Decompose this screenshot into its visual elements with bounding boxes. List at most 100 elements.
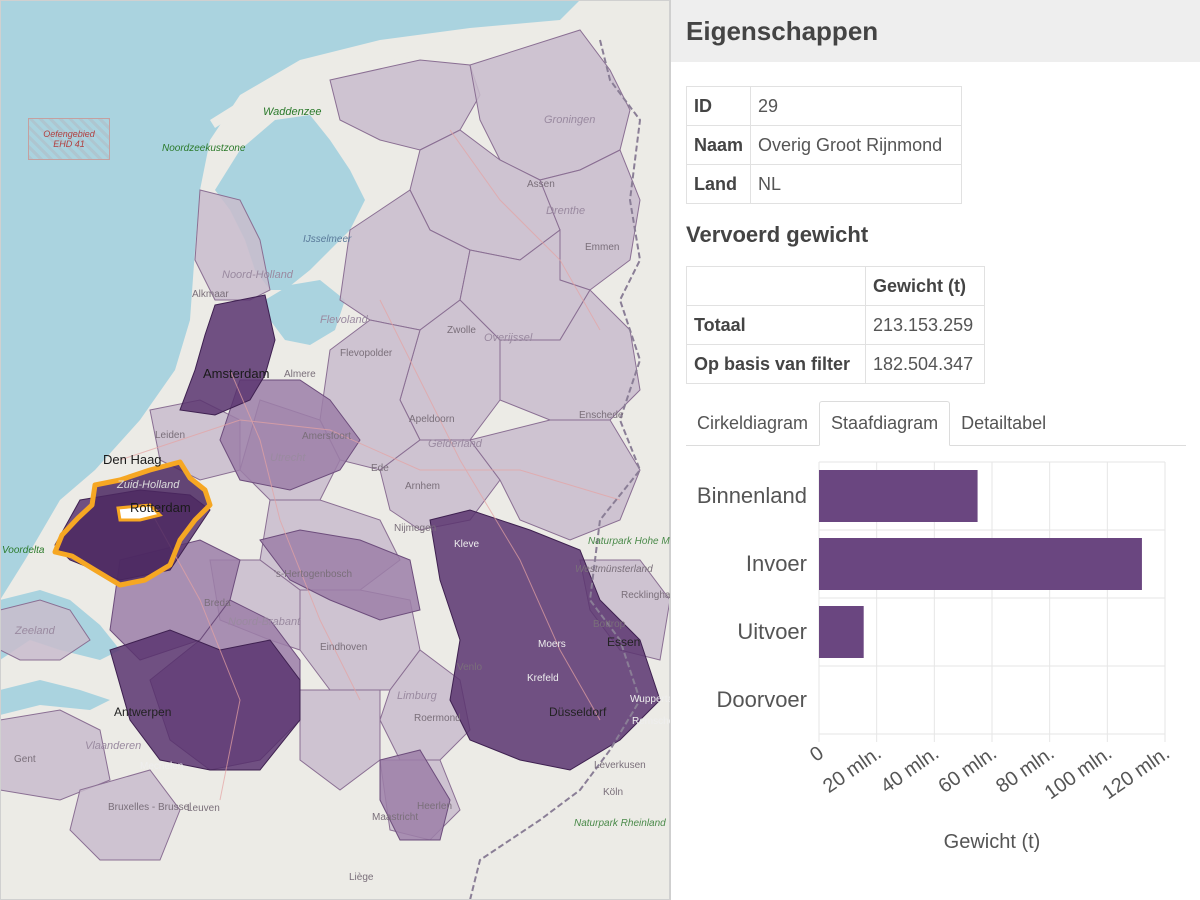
road xyxy=(379,299,601,721)
region xyxy=(379,439,501,531)
region-antwerpen xyxy=(109,629,301,771)
region xyxy=(299,689,381,791)
x-tick-label: 60 mln. xyxy=(935,742,1001,798)
chart-tabs: Cirkeldiagram Staafdiagram Detailtabel xyxy=(686,401,1186,446)
label-rotterdam: Rotterdam xyxy=(130,500,191,515)
weight-label: Op basis van filter xyxy=(686,344,866,384)
label-leiden: Leiden xyxy=(155,430,186,441)
label-voordelta: Voordelta xyxy=(2,545,45,556)
region xyxy=(219,379,361,491)
table-header-empty xyxy=(686,266,866,306)
label-breda: Breda xyxy=(204,598,231,609)
x-tick-label: 40 mln. xyxy=(877,742,943,798)
weight-value: 213.153.259 xyxy=(865,305,985,345)
bar xyxy=(819,538,1142,590)
region xyxy=(194,189,271,301)
label-noord-brabant: Noord-Brabant xyxy=(228,616,301,628)
exercise-area-label: Oefengebied EHD 41 xyxy=(28,118,110,160)
property-value: 29 xyxy=(750,86,963,126)
label-apeldoorn: Apeldoorn xyxy=(409,414,455,425)
road xyxy=(119,419,621,501)
label-brussel: Bruxelles - Brussel xyxy=(108,802,192,813)
label-alkmaar: Alkmaar xyxy=(192,289,229,300)
label-nijmegen: Nijmegen xyxy=(394,523,437,534)
tab-detailtabel[interactable]: Detailtabel xyxy=(961,412,1047,433)
bar xyxy=(819,470,978,522)
label-eindhoven: Eindhoven xyxy=(320,642,368,653)
table-row: ID 29 xyxy=(685,86,963,126)
table-header: Gewicht (t) xyxy=(865,266,985,306)
label-waddenzee: Waddenzee xyxy=(263,106,322,118)
label-krefeld: Krefeld xyxy=(527,673,559,684)
tab-staafdiagram[interactable]: Staafdiagram xyxy=(819,401,951,446)
label-limburg: Limburg xyxy=(397,690,437,702)
label-noord-holland: Noord-Holland xyxy=(222,269,293,281)
label-venlo: Venlo xyxy=(457,662,483,673)
panel-header: Eigenschappen xyxy=(671,0,1200,62)
property-value: NL xyxy=(750,164,963,204)
label-leuven: Leuven xyxy=(187,803,220,814)
label-leverkusen: Leverkusen xyxy=(594,760,646,771)
label-zuid-holland: Zuid-Holland xyxy=(117,479,180,491)
label-overijssel: Overijssel xyxy=(484,332,533,344)
label-assen: Assen xyxy=(527,179,555,190)
chart-category-labels: Binnenland Invoer Uitvoer Doorvoer xyxy=(697,483,807,712)
category-label: Invoer xyxy=(746,551,807,576)
wadden-island xyxy=(350,32,560,68)
label-almere: Almere xyxy=(284,369,316,380)
weight-section-title: Vervoerd gewicht xyxy=(686,222,869,247)
label-den-haag: Den Haag xyxy=(103,452,162,467)
label-arnhem: Arnhem xyxy=(405,481,441,492)
map-canvas[interactable] xyxy=(0,0,670,900)
property-key: ID xyxy=(685,86,752,126)
label-flevopolder: Flevopolder xyxy=(340,348,393,359)
label-gelderland: Gelderland xyxy=(428,438,482,450)
road xyxy=(229,369,361,701)
region xyxy=(0,599,91,661)
road xyxy=(449,129,601,331)
north-sea xyxy=(0,0,580,600)
selected-region-outline[interactable] xyxy=(52,459,213,588)
label-westmunsterland: Westmünsterland xyxy=(575,564,653,575)
category-label: Doorvoer xyxy=(717,687,807,712)
label-remscheid: Remscheid xyxy=(632,716,670,727)
label-maastricht: Maastricht xyxy=(372,812,419,823)
label-naturpark-rheinland: Naturpark Rheinland xyxy=(574,818,666,829)
weight-label: Totaal xyxy=(686,305,866,345)
category-label: Uitvoer xyxy=(737,619,807,644)
wadden-island xyxy=(210,72,330,128)
label-mechelen: Mechelen xyxy=(140,761,184,772)
label-roermond: Roermond xyxy=(414,713,461,724)
label-koln: Köln xyxy=(603,787,624,798)
table-row: Op basis van filter 182.504.347 xyxy=(686,344,985,384)
map-view[interactable]: Oefengebied EHD 41 Waddenzee Noordzeekus… xyxy=(0,0,670,900)
label-noordzeekustzone: Noordzeekustzone xyxy=(162,143,246,154)
label-bottrop: Bottrop xyxy=(593,619,626,630)
label-essen: Essen xyxy=(607,635,641,649)
property-value: Overig Groot Rijnmond xyxy=(750,125,963,165)
region xyxy=(259,529,421,621)
label-s-hertogenbosch: 's-Hertogenbosch xyxy=(274,569,353,580)
table-row: Naam Overig Groot Rijnmond xyxy=(685,125,963,165)
tab-cirkeldiagram[interactable]: Cirkeldiagram xyxy=(697,412,809,433)
label-groningen: Groningen xyxy=(544,114,596,126)
table-row: Totaal 213.153.259 xyxy=(686,305,985,345)
label-zeeland: Zeeland xyxy=(15,625,55,637)
label-emmen: Emmen xyxy=(585,242,620,253)
label-wuppertal: Wuppertal xyxy=(630,694,670,705)
exercise-area-name: Oefengebied xyxy=(43,129,95,139)
properties-panel: Eigenschappen ID 29 Naam Overig Groot Ri… xyxy=(670,0,1200,900)
category-label: Binnenland xyxy=(697,483,807,508)
label-amersfoort: Amersfoort xyxy=(302,431,351,442)
label-kleve: Kleve xyxy=(454,539,480,550)
label-vlaanderen: Vlaanderen xyxy=(85,740,142,752)
label-flevoland: Flevoland xyxy=(320,314,368,326)
label-ede: Ede xyxy=(371,463,389,474)
region xyxy=(379,749,451,841)
properties-table: ID 29 Naam Overig Groot Rijnmond Land NL xyxy=(685,86,963,204)
region xyxy=(379,649,471,761)
region-rijnland xyxy=(429,509,661,771)
region-amsterdam xyxy=(179,294,276,416)
table-row: Land NL xyxy=(685,164,963,204)
label-antwerpen: Antwerpen xyxy=(114,705,172,719)
